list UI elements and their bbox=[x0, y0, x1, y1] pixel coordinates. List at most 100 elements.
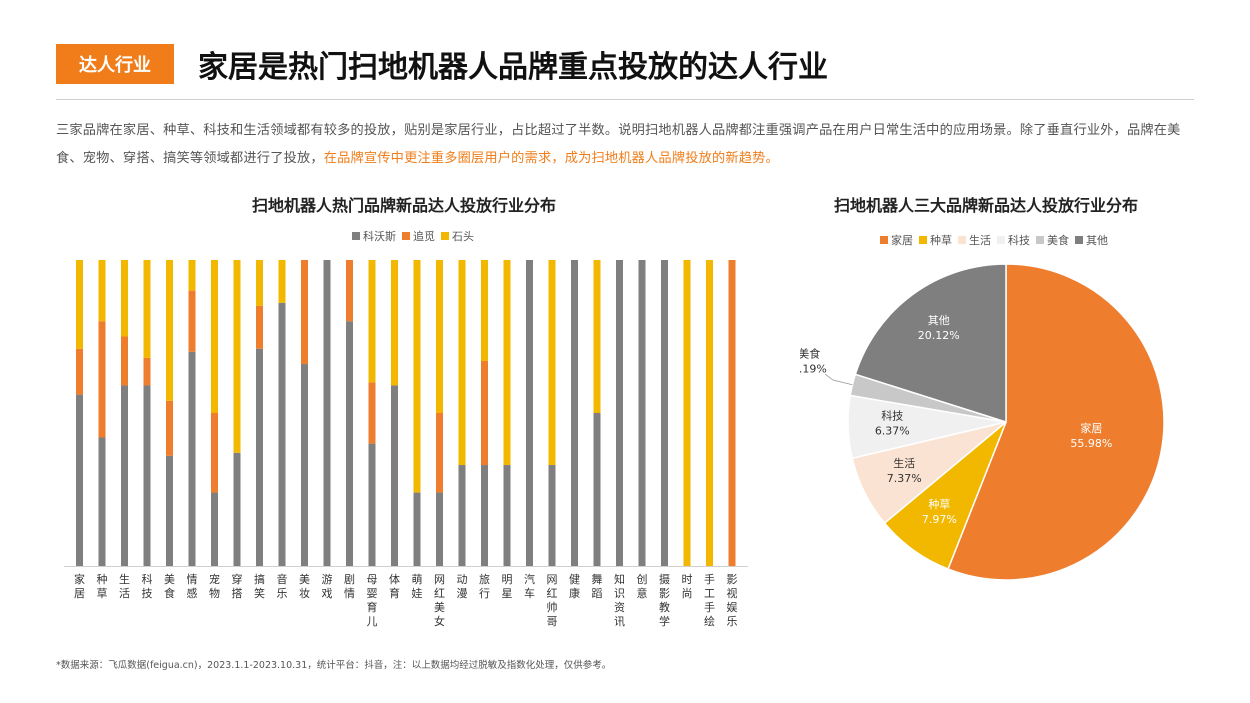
bar-segment bbox=[638, 260, 646, 566]
legend-swatch bbox=[919, 236, 927, 244]
bar-segment bbox=[76, 394, 83, 566]
pie-chart-title: 扫地机器人三大品牌新品达人投放行业分布 bbox=[834, 196, 1139, 215]
x-tick-label: 萌娃 bbox=[412, 572, 423, 600]
bar-segment bbox=[548, 465, 556, 566]
intro-highlight: 在品牌宣传中更注重多圈层用户的需求，成为扫地机器人品牌投放的新趋势。 bbox=[323, 151, 779, 166]
bar-segment bbox=[211, 260, 218, 413]
bar-segment bbox=[166, 455, 173, 566]
bar-segment bbox=[683, 260, 691, 566]
legend-swatch bbox=[1036, 236, 1044, 244]
x-tick-label: 种草 bbox=[97, 572, 108, 600]
pie-legend-item: 科技 bbox=[997, 232, 1030, 248]
pie-slice-label: 生活 bbox=[893, 456, 915, 470]
x-tick-label: 健康 bbox=[569, 573, 580, 600]
bar-segment bbox=[188, 290, 196, 352]
x-tick-label: 母婴育儿 bbox=[367, 573, 378, 628]
bar-legend-item: 科沃斯 bbox=[352, 228, 396, 244]
bar-segment bbox=[346, 260, 353, 322]
bar-segment bbox=[571, 260, 578, 566]
pie-slice bbox=[854, 263, 1007, 424]
bar-segment bbox=[661, 260, 668, 566]
x-tick-label: 生活 bbox=[119, 572, 130, 600]
x-tick-label: 美妆 bbox=[299, 573, 310, 600]
bar-segment bbox=[211, 492, 218, 566]
pie-slice-value: 7.97% bbox=[922, 513, 957, 526]
x-tick-label: 知识资讯 bbox=[614, 572, 625, 628]
bar-segment bbox=[256, 260, 263, 306]
pie-slice-label: 种草 bbox=[928, 497, 950, 511]
legend-swatch bbox=[958, 236, 966, 244]
bar-segment bbox=[616, 260, 623, 566]
bar-segment bbox=[481, 465, 488, 566]
bar-segment bbox=[76, 260, 83, 349]
legend-label: 家居 bbox=[891, 234, 913, 247]
bar-segment bbox=[458, 260, 466, 466]
bar-segment bbox=[211, 413, 218, 493]
bar-segment bbox=[391, 385, 398, 566]
pie-chart-legend: 家居 种草 生活 科技 美食 其他 bbox=[880, 232, 1108, 248]
bar-segment bbox=[436, 413, 443, 493]
bar-segment bbox=[143, 385, 151, 566]
pie-slice bbox=[947, 263, 1165, 581]
bar-segment bbox=[368, 382, 376, 444]
bar-segment bbox=[368, 260, 376, 383]
x-tick-label: 剧情 bbox=[344, 573, 355, 600]
bar-segment bbox=[481, 360, 488, 466]
legend-swatch bbox=[441, 232, 449, 240]
bar-segment bbox=[143, 357, 151, 386]
bar-segment bbox=[503, 465, 511, 566]
x-tick-label: 情感 bbox=[187, 573, 198, 600]
bar-segment bbox=[278, 260, 286, 303]
pie-legend-item: 家居 bbox=[880, 232, 913, 248]
x-tick-label: 宠物 bbox=[209, 572, 220, 600]
bar-segment bbox=[346, 321, 353, 566]
legend-label: 美食 bbox=[1047, 234, 1069, 247]
bar-segment bbox=[233, 452, 241, 566]
bar-segment bbox=[121, 385, 128, 566]
pie-slice-label: 家居 bbox=[1080, 421, 1102, 435]
bar-segment bbox=[256, 348, 263, 566]
bar-segment bbox=[98, 260, 106, 322]
pie-legend-item: 种草 bbox=[919, 232, 952, 248]
x-tick-label: 家居 bbox=[74, 572, 85, 600]
bar-segment bbox=[166, 400, 173, 456]
pie-slice-value: 6.37% bbox=[875, 425, 910, 438]
title-divider bbox=[56, 99, 1194, 100]
bar-segment bbox=[413, 492, 421, 566]
bar-segment bbox=[413, 260, 421, 493]
x-tick-label: 科技 bbox=[142, 572, 153, 600]
legend-label: 科沃斯 bbox=[363, 230, 396, 243]
pie-legend-item: 其他 bbox=[1075, 232, 1108, 248]
bar-segment bbox=[593, 260, 601, 413]
legend-swatch bbox=[402, 232, 410, 240]
intro-paragraph: 三家品牌在家居、种草、科技和生活领域都有较多的投放，贴别是家居行业，占比超过了半… bbox=[56, 117, 1196, 173]
pie-slice-label: 科技 bbox=[881, 409, 903, 423]
bar-segment bbox=[706, 260, 713, 566]
bar-segment bbox=[526, 260, 533, 566]
bar-segment bbox=[98, 321, 106, 438]
intro-text: 三家品牌在家居、种草、科技和生活领域都有较多的投放，贴别是家居行业，占比超过了半… bbox=[56, 123, 1181, 166]
bar-segment bbox=[436, 492, 443, 566]
x-tick-label: 摄影教学 bbox=[659, 572, 670, 628]
x-tick-label: 创意 bbox=[637, 573, 648, 600]
x-tick-label: 美食 bbox=[164, 573, 175, 600]
pie-slice-label: 美食 bbox=[800, 347, 820, 361]
bar-legend-item: 追觅 bbox=[402, 228, 435, 244]
x-tick-label: 汽车 bbox=[524, 572, 535, 600]
legend-label: 追觅 bbox=[413, 230, 435, 243]
bar-segment bbox=[233, 260, 241, 453]
bar-chart-title: 扫地机器人热门品牌新品达人投放行业分布 bbox=[252, 196, 557, 215]
bar-segment bbox=[121, 336, 128, 386]
section-tag: 达人行业 bbox=[56, 44, 174, 84]
page-title: 家居是热门扫地机器人品牌重点投放的达人行业 bbox=[198, 50, 828, 85]
x-tick-label: 动漫 bbox=[457, 573, 468, 600]
pie-chart: 家居 55.98% 种草 7.97% 生活 7.37% 科技 6.37% 美食 2.19% 其他 20… bbox=[800, 263, 1165, 581]
x-tick-label: 手工手绘 bbox=[704, 572, 715, 628]
x-tick-label: 搞笑 bbox=[254, 572, 265, 600]
x-tick-label: 网红美女 bbox=[434, 573, 445, 628]
pie-slice-label: 其他 bbox=[928, 314, 950, 327]
bar-segment bbox=[98, 437, 106, 566]
pie-legend-item: 美食 bbox=[1036, 232, 1069, 248]
legend-label: 种草 bbox=[930, 234, 952, 247]
